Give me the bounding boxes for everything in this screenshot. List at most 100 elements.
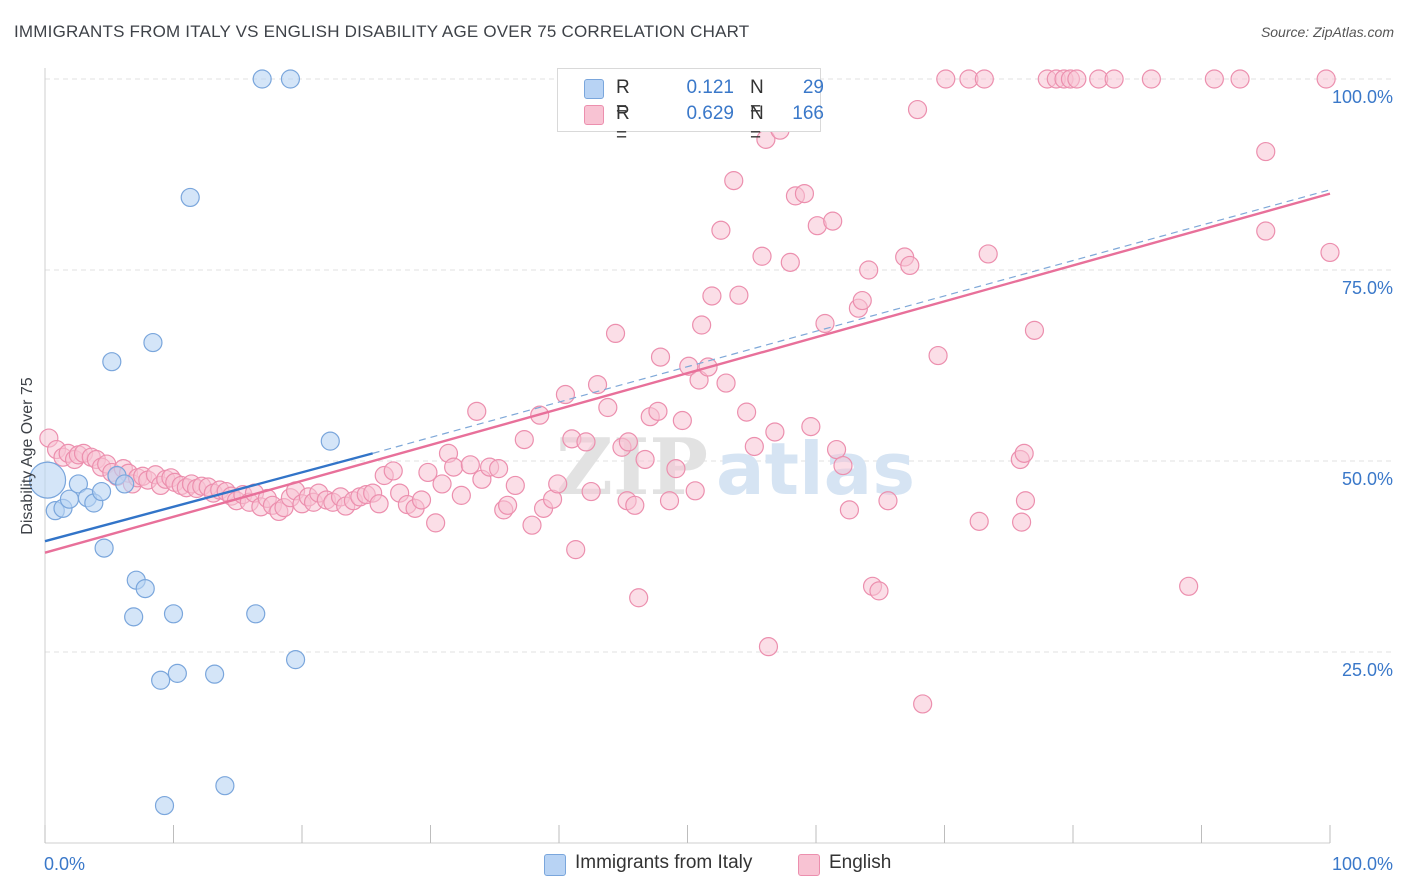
italy-point [167,663,187,683]
watermark: ZIP atlas [556,422,915,513]
italy-swatch [584,79,604,99]
r-value: 0.629 [686,103,734,124]
italy-point [91,481,112,502]
english-point [1204,69,1224,89]
x-tick-label: 100.0% [1332,854,1393,874]
english-point [648,401,668,421]
english-point [666,459,686,479]
italy-trend-line [44,452,373,543]
english-point [444,457,464,477]
english-point [598,397,618,418]
english-point [489,459,509,479]
english-point [839,500,860,520]
english-point [498,495,518,515]
n-label: N = [750,103,764,146]
english-point [928,345,948,366]
english-point [1104,69,1124,89]
english-point [650,347,671,367]
english-point [859,260,879,280]
italy-point [285,650,306,670]
italy-point [143,332,163,353]
english-point [629,588,649,608]
r-value: 0.121 [686,77,734,98]
english-point [587,375,608,395]
english-point [978,244,998,264]
english-point [711,220,731,240]
english-point [969,511,989,531]
english-point [702,286,722,306]
english-point [467,401,487,421]
english-point [685,481,705,501]
english-point [625,495,645,515]
english-point [907,99,928,120]
english-point [369,494,389,514]
italy-point [102,352,122,372]
english-point [432,474,452,494]
english-point [716,373,736,393]
english-point [1316,69,1336,89]
italy-points [28,69,340,816]
english-point [451,485,471,505]
english-point [672,410,692,431]
italy-point [135,578,155,599]
english-point [826,439,847,460]
english-point [1024,320,1045,340]
italy-point [28,461,67,499]
source-label: Source: ZipAtlas.com [1260,24,1394,40]
y-axis-label: Disability Age Over 75 [19,377,36,535]
english-point [752,246,772,266]
italy-legend-label: Immigrants from Italy [575,852,753,873]
english-point [815,313,835,334]
english-point [744,436,764,457]
english-points [39,69,1340,714]
english-point [418,462,438,483]
axes [44,68,1331,844]
n-label: N = [750,77,764,120]
italy-legend-swatch [544,854,566,876]
english-point [1141,69,1161,89]
y-tick-label: 100.0% [1332,87,1393,107]
italy-point [68,474,89,494]
english-point [794,184,815,204]
english-point [878,491,898,511]
r-label: R = [616,103,630,146]
english-point [1230,69,1250,89]
english-point [566,540,586,560]
x-tick-label: 0.0% [44,854,85,874]
english-point [692,315,712,335]
english-trend-line [44,192,1331,554]
english-point [913,694,933,714]
english-point [383,461,403,481]
y-tick-label: 75.0% [1342,278,1393,298]
english-point [852,290,872,311]
english-legend-label: English [829,852,892,873]
r-label: R = [616,77,630,120]
italy-point [215,776,235,796]
english-point [780,252,800,272]
italy-point [163,604,184,624]
english-point [801,417,821,437]
italy-point [180,187,200,208]
english-point [729,285,749,305]
italy-point [115,474,135,494]
english-point [576,432,596,452]
english-point [659,491,680,511]
n-value: 29 [802,77,824,98]
english-point [618,432,638,452]
italy-point [154,795,175,816]
italy-point [280,69,301,89]
english-point [974,69,994,89]
english-point [1256,141,1276,162]
italy-trend-extension [372,189,1331,454]
english-point [514,430,534,450]
english-legend-swatch [798,854,820,876]
english-point [1011,512,1032,532]
english-point [411,490,432,510]
english-point [505,475,525,496]
y-tick-label: 25.0% [1342,660,1393,680]
english-point [724,171,744,191]
italy-point [252,69,272,89]
english-point [581,481,601,502]
english-point [1014,443,1034,463]
